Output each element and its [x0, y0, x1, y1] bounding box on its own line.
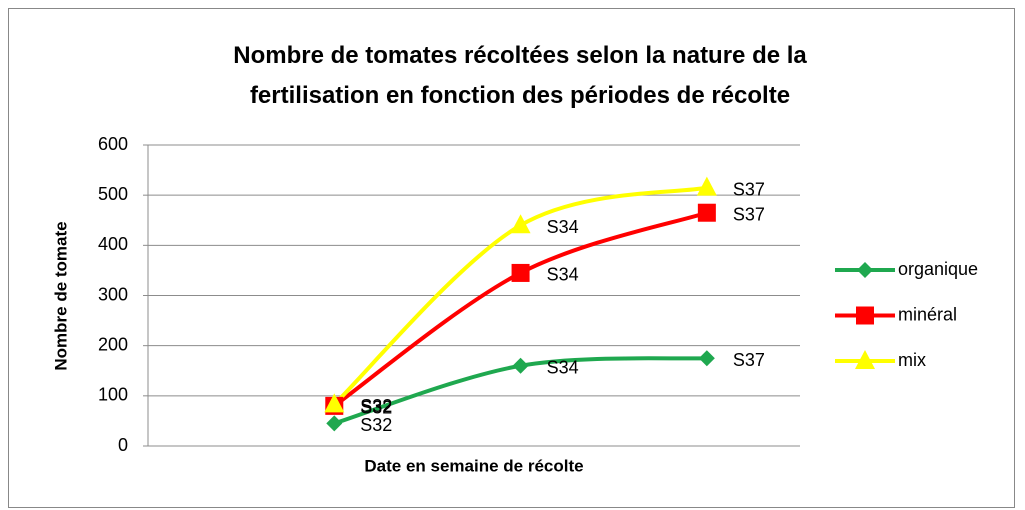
legend-marker	[855, 350, 875, 369]
data-label: S34	[547, 357, 579, 377]
data-label: S34	[547, 217, 579, 237]
y-tick-label: 500	[98, 184, 128, 204]
data-label: S37	[733, 204, 765, 224]
legend-marker	[857, 262, 873, 278]
y-tick-label: 0	[118, 435, 128, 455]
marker	[512, 357, 529, 374]
data-label: S37	[733, 350, 765, 370]
y-tick-label: 400	[98, 234, 128, 254]
chart-frame	[8, 8, 1015, 508]
data-label: S34	[547, 265, 579, 285]
marker	[324, 393, 345, 413]
y-tick-label: 600	[98, 134, 128, 154]
marker	[510, 214, 531, 234]
y-axis-label: Nombre de tomate	[51, 221, 70, 370]
y-tick-label: 300	[98, 284, 128, 304]
marker	[326, 415, 343, 432]
legend-marker	[856, 306, 874, 325]
y-tick-label: 100	[98, 385, 128, 405]
legend-label: organique	[898, 259, 978, 279]
marker	[697, 203, 716, 222]
legend-label: mix	[898, 350, 926, 370]
marker	[696, 176, 717, 196]
marker	[698, 350, 715, 367]
legend-label: minéral	[898, 304, 957, 324]
data-label: S32	[360, 415, 392, 435]
data-label: S37	[733, 179, 765, 199]
data-label: S32	[360, 396, 392, 416]
data-label: S32	[360, 398, 392, 418]
chart-title: Nombre de tomates récoltées selon la nat…	[233, 42, 807, 109]
marker	[511, 263, 530, 282]
y-tick-label: 200	[98, 334, 128, 354]
x-axis-label: Date en semaine de récolte	[364, 456, 583, 475]
